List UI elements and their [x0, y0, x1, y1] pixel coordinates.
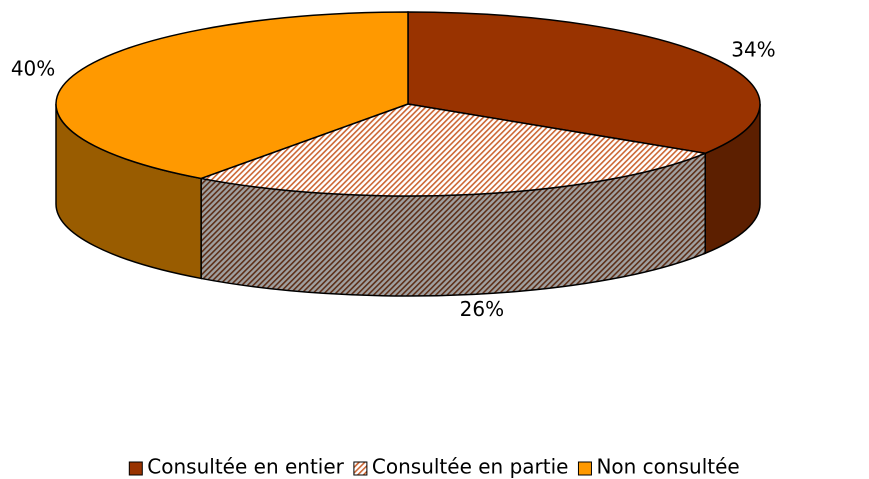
data-label: 26% [460, 297, 504, 321]
slice [198, 103, 708, 197]
legend-label: Consultée en entier [147, 455, 344, 479]
data-label: 34% [731, 37, 775, 61]
data-label: 40% [11, 56, 55, 80]
legend-swatch [353, 461, 368, 476]
legend-swatch [128, 461, 143, 476]
legend-label: Non consultée [596, 455, 739, 479]
legend-label: Consultée en partie [372, 455, 569, 479]
legend-swatch [577, 461, 592, 476]
slice [55, 11, 409, 180]
